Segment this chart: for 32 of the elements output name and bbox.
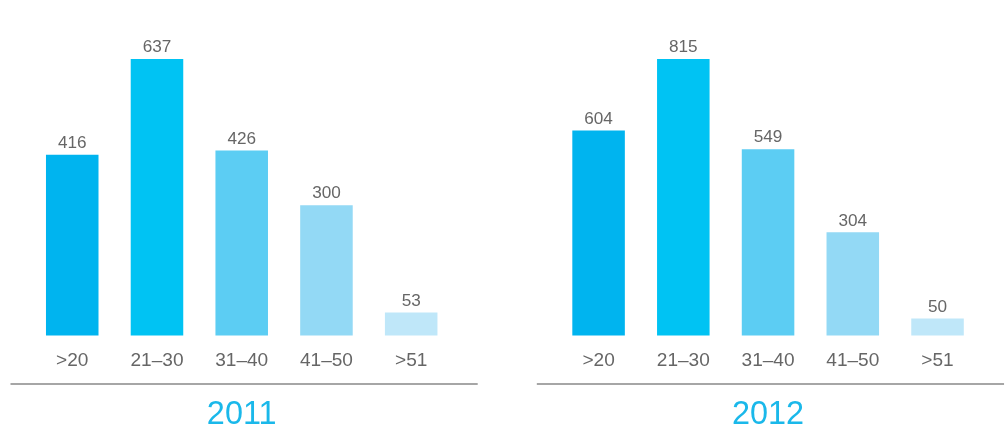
data-label: 549 <box>753 126 783 147</box>
data-label: 426 <box>227 127 257 148</box>
bar <box>130 58 184 336</box>
bar <box>45 154 99 336</box>
bar <box>741 149 795 336</box>
data-label: 53 <box>401 289 421 310</box>
x-tick-label: >20 <box>56 349 89 371</box>
x-tick-label: 21–30 <box>656 349 710 371</box>
bar <box>911 318 964 336</box>
text: 2012 <box>732 394 805 431</box>
data-label: 815 <box>669 36 698 57</box>
x-tick-label: 31–40 <box>741 349 795 371</box>
bar <box>215 150 268 336</box>
bar <box>657 58 710 336</box>
x-tick-label: 41–50 <box>826 349 880 371</box>
bar <box>300 205 353 336</box>
x-tick-label: >51 <box>395 349 428 371</box>
data-label: 304 <box>838 209 868 230</box>
bar <box>826 232 880 336</box>
text: 2011 <box>206 394 277 431</box>
x-tick-label: >51 <box>921 349 954 371</box>
x-tick-label: 31–40 <box>215 349 269 371</box>
x-tick-label: >20 <box>582 349 615 371</box>
data-label: 604 <box>584 107 614 128</box>
x-tick-label: 41–50 <box>299 349 353 371</box>
data-label: 637 <box>142 36 172 57</box>
data-label: 416 <box>57 132 87 153</box>
bar <box>572 130 625 336</box>
bar <box>384 312 438 336</box>
x-tick-label: 21–30 <box>130 349 184 371</box>
data-label: 300 <box>312 182 341 203</box>
data-label: 50 <box>927 295 948 316</box>
